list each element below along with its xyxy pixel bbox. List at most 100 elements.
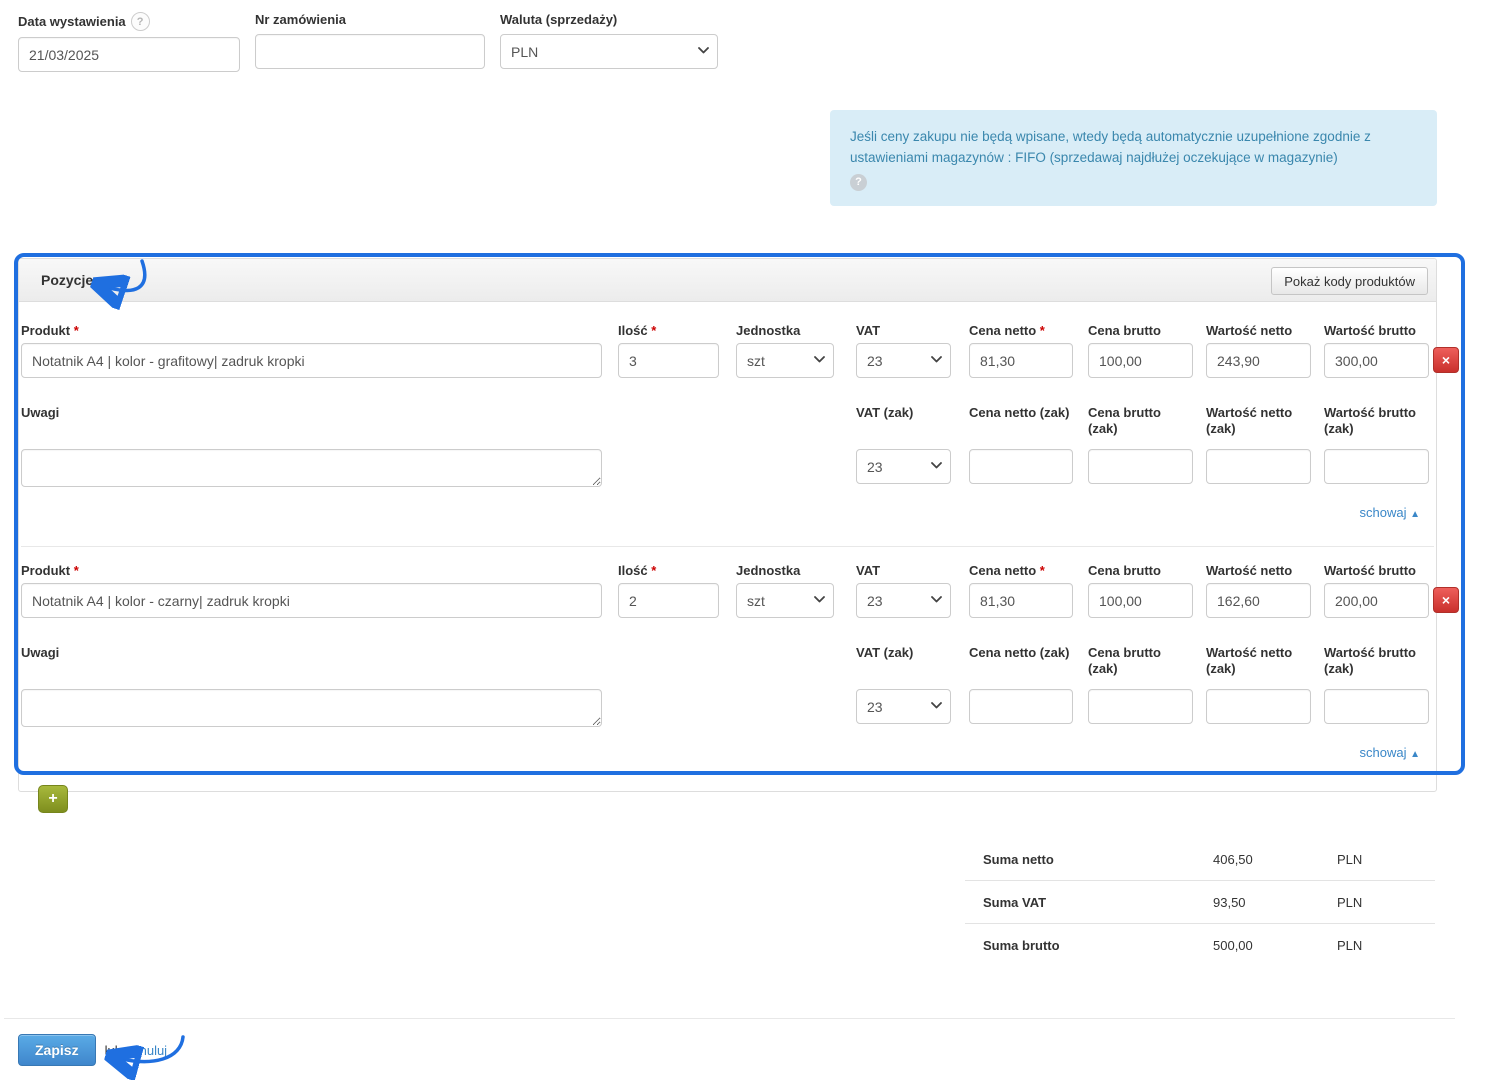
vat-select[interactable]: 23 [856, 343, 951, 378]
help-icon[interactable]: ? [850, 173, 867, 191]
required-marker: * [1039, 563, 1045, 578]
gross-price-zak-label: Cena brutto (zak) [1088, 405, 1161, 436]
notes-textarea[interactable] [21, 449, 602, 487]
notes-textarea[interactable] [21, 689, 602, 727]
gross-price-zak-label: Cena brutto (zak) [1088, 645, 1161, 676]
delete-item-button[interactable]: × [1433, 347, 1459, 373]
vat-zak-select[interactable]: 23 [856, 689, 951, 724]
net-price-label: Cena netto [969, 323, 1037, 338]
notes-label: Uwagi [21, 645, 60, 660]
unit-select[interactable]: szt [736, 583, 834, 618]
hide-details-link[interactable]: schowaj ▲ [1359, 745, 1421, 760]
net-price-field: Cena netto * [969, 323, 1073, 378]
vat-zak-label: VAT (zak) [856, 405, 914, 420]
gross-value-input[interactable] [1324, 583, 1429, 618]
net-price-zak-label: Cena netto (zak) [969, 405, 1070, 420]
show-product-codes-button[interactable]: Pokaż kody produktów [1271, 267, 1428, 295]
net-price-zak-input[interactable] [969, 689, 1073, 724]
item-row: Produkt * Ilość * Jednostka szt VAT 23 C… [19, 323, 1459, 563]
net-value-field: Wartość netto [1206, 323, 1311, 378]
order-number-input[interactable] [255, 34, 485, 69]
unit-field: Jednostka szt [736, 323, 834, 378]
required-marker: * [73, 323, 79, 338]
gross-value-input[interactable] [1324, 343, 1429, 378]
required-marker: * [73, 563, 79, 578]
net-value-zak-input[interactable] [1206, 689, 1311, 724]
qty-input[interactable] [618, 583, 719, 618]
net-price-field: Cena netto * [969, 563, 1073, 618]
gross-value-zak-label: Wartość brutto (zak) [1324, 405, 1416, 436]
qty-label: Ilość [618, 323, 648, 338]
product-field: Produkt * [21, 323, 602, 378]
net-value-label: Wartość netto [1206, 563, 1293, 578]
net-value-zak-label: Wartość netto (zak) [1206, 645, 1293, 676]
summary-currency: PLN [1337, 852, 1363, 867]
notes-field: Uwagi [21, 645, 602, 727]
add-item-button[interactable]: + [38, 785, 68, 813]
issue-date-label: Data wystawienia [18, 13, 126, 29]
notes-label: Uwagi [21, 405, 60, 420]
gross-price-input[interactable] [1088, 583, 1193, 618]
product-input[interactable] [21, 583, 602, 618]
items-panel-title: Pozycje [41, 272, 94, 288]
net-price-zak-field: Cena netto (zak) [969, 645, 1073, 724]
gross-price-field: Cena brutto [1088, 563, 1193, 618]
vat-field: VAT 23 [856, 563, 951, 618]
vat-zak-field: VAT (zak) 23 [856, 645, 951, 724]
help-icon[interactable]: ? [130, 12, 150, 31]
gross-price-zak-field: Cena brutto (zak) [1088, 645, 1193, 724]
vat-field: VAT 23 [856, 323, 951, 378]
summary-currency: PLN [1337, 938, 1363, 953]
unit-select[interactable]: szt [736, 343, 834, 378]
qty-field: Ilość * [618, 323, 719, 378]
currency-field-group: Waluta (sprzedaży) PLN [500, 12, 718, 69]
qty-field: Ilość * [618, 563, 719, 618]
unit-label: Jednostka [736, 563, 801, 578]
cancel-link[interactable]: Anuluj [130, 1042, 168, 1058]
currency-label: Waluta (sprzedaży) [500, 12, 618, 27]
plus-icon: + [48, 790, 58, 807]
issue-date-field-group: Data wystawienia ? [18, 12, 240, 72]
net-value-input[interactable] [1206, 343, 1311, 378]
caret-up-icon: ▲ [1410, 749, 1420, 760]
product-input[interactable] [21, 343, 602, 378]
issue-date-input[interactable] [18, 37, 240, 72]
qty-input[interactable] [618, 343, 719, 378]
net-value-input[interactable] [1206, 583, 1311, 618]
net-price-input[interactable] [969, 343, 1073, 378]
summary-row-vat: Suma VAT 93,50 PLN [965, 880, 1435, 923]
summary-row-net: Suma netto 406,50 PLN [965, 838, 1435, 880]
gross-value-field: Wartość brutto [1324, 563, 1429, 618]
info-box-text: Jeśli ceny zakupu nie będą wpisane, wted… [850, 129, 1371, 165]
vat-zak-label: VAT (zak) [856, 645, 914, 660]
delete-item-button[interactable]: × [1433, 587, 1459, 613]
vat-zak-select[interactable]: 23 [856, 449, 951, 484]
gross-value-zak-field: Wartość brutto (zak) [1324, 645, 1429, 724]
product-label: Produkt [21, 323, 71, 338]
gross-price-label: Cena brutto [1088, 323, 1161, 338]
net-price-zak-field: Cena netto (zak) [969, 405, 1073, 484]
or-text: lub [104, 1042, 122, 1058]
net-value-zak-input[interactable] [1206, 449, 1311, 484]
net-value-field: Wartość netto [1206, 563, 1311, 618]
summary-value: 406,50 [1213, 852, 1253, 867]
gross-value-label: Wartość brutto [1324, 323, 1416, 338]
gross-price-input[interactable] [1088, 343, 1193, 378]
vat-select[interactable]: 23 [856, 583, 951, 618]
save-button[interactable]: Zapisz [18, 1034, 96, 1066]
qty-label: Ilość [618, 563, 648, 578]
gross-value-field: Wartość brutto [1324, 323, 1429, 378]
net-value-label: Wartość netto [1206, 323, 1293, 338]
gross-value-zak-input[interactable] [1324, 689, 1429, 724]
summary-value: 93,50 [1213, 895, 1246, 910]
net-price-input[interactable] [969, 583, 1073, 618]
net-price-zak-label: Cena netto (zak) [969, 645, 1070, 660]
gross-value-zak-input[interactable] [1324, 449, 1429, 484]
net-price-zak-input[interactable] [969, 449, 1073, 484]
gross-price-zak-input[interactable] [1088, 689, 1193, 724]
summary-currency: PLN [1337, 895, 1363, 910]
hide-details-link[interactable]: schowaj ▲ [1359, 505, 1421, 520]
gross-price-zak-input[interactable] [1088, 449, 1193, 484]
currency-select[interactable]: PLN [500, 34, 718, 69]
row-divider [21, 546, 1434, 547]
